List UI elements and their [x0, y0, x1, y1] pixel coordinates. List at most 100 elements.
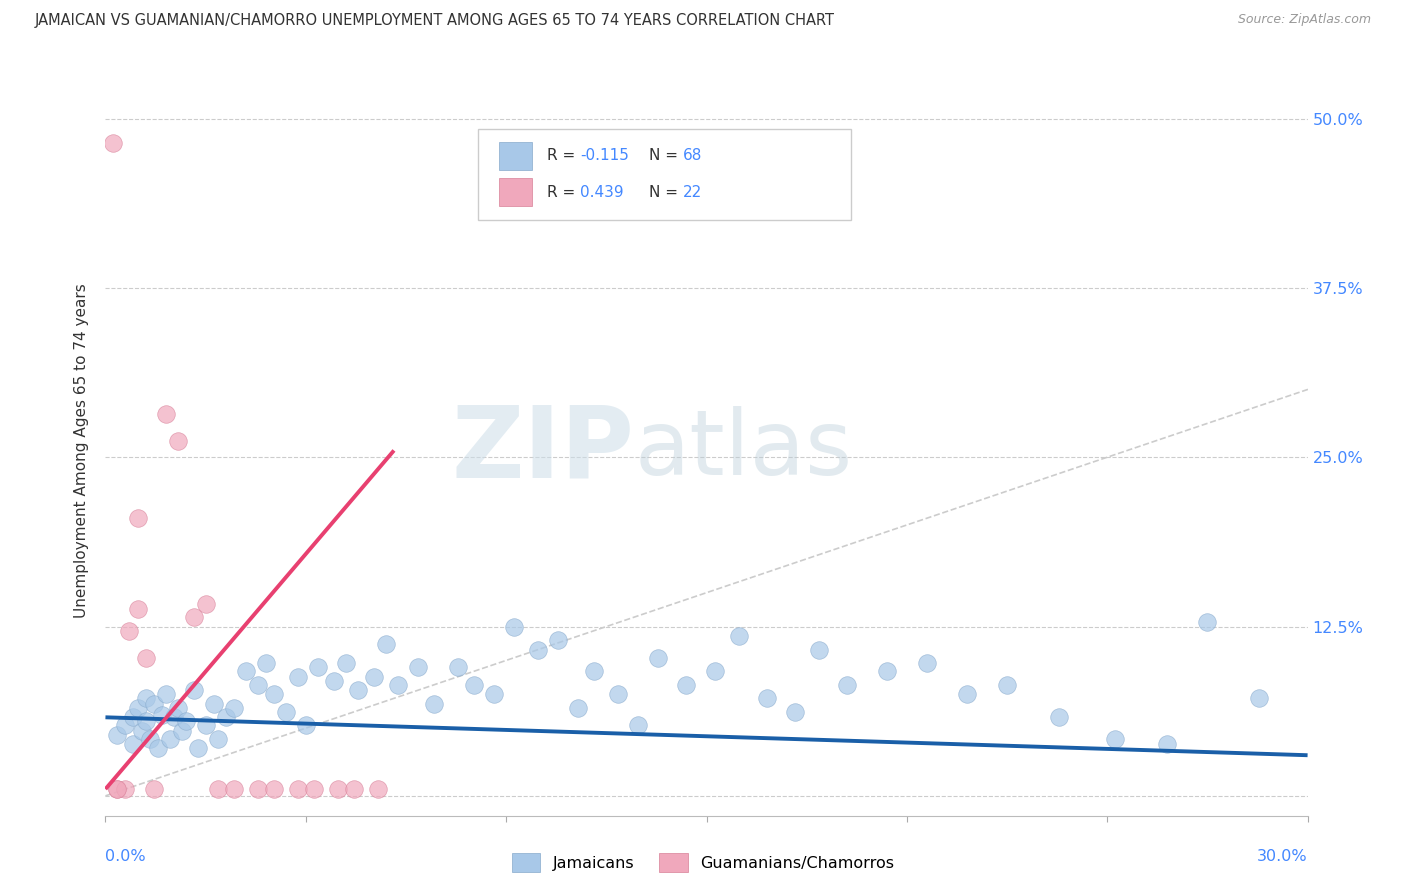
- Point: [583, 665, 606, 679]
- Point: [159, 731, 181, 746]
- Point: [835, 678, 858, 692]
- Point: [607, 687, 630, 701]
- Text: R =: R =: [547, 148, 579, 163]
- Point: [187, 741, 209, 756]
- Text: N =: N =: [648, 185, 683, 200]
- Point: [122, 710, 145, 724]
- Point: [146, 741, 169, 756]
- Legend: Jamaicans, Guamanians/Chamorros: Jamaicans, Guamanians/Chamorros: [503, 845, 903, 880]
- Point: [207, 731, 229, 746]
- Text: 0.0%: 0.0%: [105, 849, 146, 864]
- Point: [343, 782, 366, 797]
- Point: [254, 656, 277, 670]
- Point: [995, 678, 1018, 692]
- Point: [374, 637, 398, 651]
- Point: [447, 660, 470, 674]
- Point: [155, 407, 177, 421]
- Point: [127, 701, 149, 715]
- Point: [202, 697, 225, 711]
- Text: 22: 22: [682, 185, 702, 200]
- Point: [876, 665, 898, 679]
- Point: [166, 434, 188, 448]
- Point: [150, 707, 173, 722]
- Point: [174, 714, 197, 729]
- Point: [194, 597, 217, 611]
- Point: [703, 665, 725, 679]
- Point: [107, 782, 129, 797]
- Point: [367, 782, 389, 797]
- Point: [463, 678, 485, 692]
- Point: [1156, 738, 1178, 752]
- Point: [131, 723, 153, 738]
- Point: [627, 718, 650, 732]
- Point: [783, 705, 806, 719]
- Point: [166, 701, 188, 715]
- Point: [194, 718, 217, 732]
- Text: JAMAICAN VS GUAMANIAN/CHAMORRO UNEMPLOYMENT AMONG AGES 65 TO 74 YEARS CORRELATIO: JAMAICAN VS GUAMANIAN/CHAMORRO UNEMPLOYM…: [35, 13, 835, 29]
- Text: R =: R =: [547, 185, 579, 200]
- Point: [135, 714, 157, 729]
- Point: [263, 687, 285, 701]
- Point: [322, 673, 344, 688]
- Point: [274, 705, 297, 719]
- Text: Source: ZipAtlas.com: Source: ZipAtlas.com: [1237, 13, 1371, 27]
- Point: [114, 782, 136, 797]
- Point: [1197, 615, 1219, 630]
- Point: [335, 656, 357, 670]
- Point: [326, 782, 349, 797]
- Point: [107, 782, 129, 797]
- FancyBboxPatch shape: [478, 128, 851, 220]
- Point: [107, 728, 129, 742]
- Point: [406, 660, 429, 674]
- Point: [246, 678, 269, 692]
- FancyBboxPatch shape: [499, 142, 533, 169]
- FancyBboxPatch shape: [499, 178, 533, 206]
- Point: [387, 678, 409, 692]
- Point: [1104, 731, 1126, 746]
- Point: [170, 723, 193, 738]
- Point: [222, 701, 245, 715]
- Point: [287, 782, 309, 797]
- Point: [118, 624, 141, 638]
- Point: [207, 782, 229, 797]
- Text: 68: 68: [682, 148, 702, 163]
- Text: ZIP: ZIP: [451, 402, 634, 499]
- Point: [727, 629, 749, 643]
- Text: 0.439: 0.439: [581, 185, 624, 200]
- Point: [183, 610, 205, 624]
- Point: [142, 782, 165, 797]
- Text: 30.0%: 30.0%: [1257, 849, 1308, 864]
- Point: [647, 650, 669, 665]
- Point: [755, 691, 778, 706]
- Point: [222, 782, 245, 797]
- Point: [307, 660, 329, 674]
- Point: [183, 683, 205, 698]
- Y-axis label: Unemployment Among Ages 65 to 74 years: Unemployment Among Ages 65 to 74 years: [75, 283, 90, 618]
- Point: [122, 738, 145, 752]
- Point: [347, 683, 370, 698]
- Point: [155, 687, 177, 701]
- Point: [246, 782, 269, 797]
- Text: atlas: atlas: [634, 407, 852, 494]
- Point: [1249, 691, 1271, 706]
- Point: [956, 687, 979, 701]
- Point: [363, 670, 385, 684]
- Text: -0.115: -0.115: [581, 148, 628, 163]
- Point: [423, 697, 446, 711]
- Point: [302, 782, 325, 797]
- Point: [482, 687, 505, 701]
- Point: [503, 619, 526, 633]
- Point: [135, 691, 157, 706]
- Point: [1047, 710, 1070, 724]
- Point: [675, 678, 697, 692]
- Point: [567, 701, 589, 715]
- Point: [103, 136, 125, 150]
- Point: [807, 642, 830, 657]
- Point: [142, 697, 165, 711]
- Point: [138, 731, 160, 746]
- Point: [527, 642, 550, 657]
- Point: [114, 718, 136, 732]
- Point: [287, 670, 309, 684]
- Point: [135, 650, 157, 665]
- Point: [915, 656, 938, 670]
